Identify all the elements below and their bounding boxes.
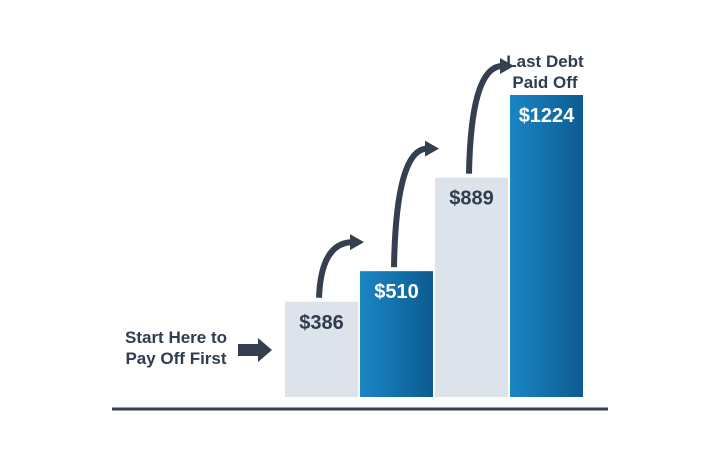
bar-value-label-2: $510 (374, 281, 419, 303)
curved-arrow-icon (391, 140, 439, 268)
end-annotation-line2: Paid Off (512, 73, 578, 92)
bar-value-label-1: $386 (299, 312, 344, 334)
bar-1 (285, 301, 358, 397)
bar-4 (510, 95, 583, 397)
arrows-group (316, 58, 514, 298)
start-annotation-line1: Start Here to (125, 328, 227, 347)
bar-value-label-3: $889 (449, 188, 494, 210)
start-annotation-line2: Pay Off First (125, 349, 226, 368)
bar-3 (435, 177, 508, 397)
bar-2 (360, 271, 433, 397)
curved-arrow-icon (466, 58, 514, 174)
right-arrow-icon (238, 338, 272, 362)
bar-value-label-4: $1224 (519, 105, 575, 127)
curved-arrow-icon (316, 234, 364, 298)
end-annotation-line1: Last Debt (506, 52, 584, 71)
bars-group: $386 $510 $889 $1224 (285, 95, 583, 397)
